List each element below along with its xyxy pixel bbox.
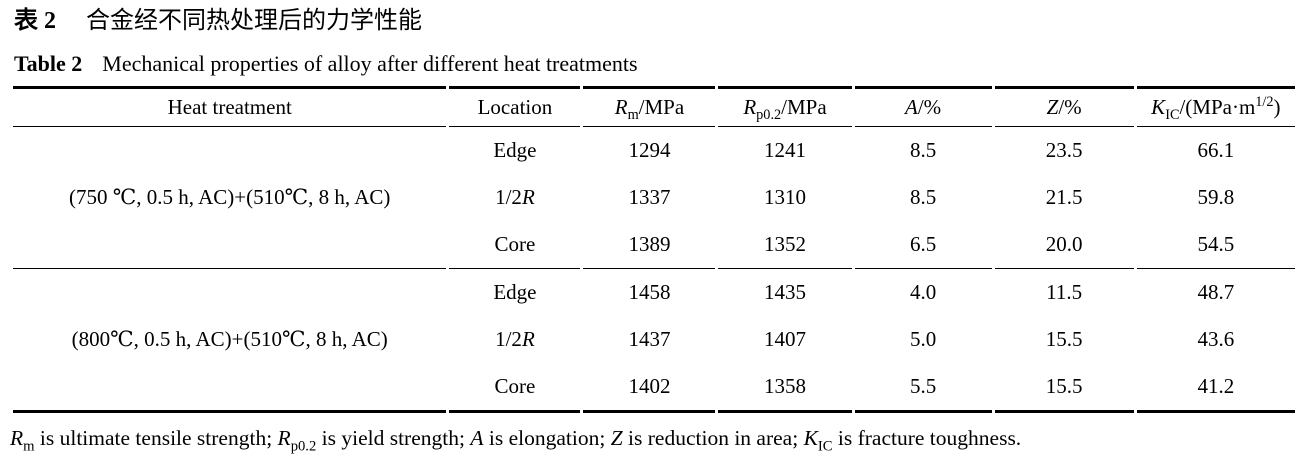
cell-reduction: 15.5 bbox=[994, 363, 1134, 414]
cell-kic: 54.5 bbox=[1136, 221, 1295, 270]
cell-rp02: 1310 bbox=[764, 185, 806, 210]
cell-reduction: 20.0 bbox=[994, 221, 1134, 270]
cell-rp02: 1358 bbox=[718, 363, 852, 414]
table-row: (750 ℃, 0.5 h, AC)+(510℃, 8 h, AC) Edge … bbox=[13, 127, 1295, 270]
cell-rp02: 1435 bbox=[764, 280, 806, 305]
heat-treatment-group-1-cell: (750 ℃, 0.5 h, AC)+(510℃, 8 h, AC) bbox=[13, 127, 447, 270]
location-cell: 1/2R bbox=[495, 185, 535, 210]
mechanical-properties-table: Heat treatment Location Rm/MPa Rp0.2/MPa… bbox=[10, 86, 1298, 414]
col-header-rp02: Rp0.2/MPa bbox=[718, 86, 852, 128]
table-number-zh: 表 2 bbox=[14, 8, 56, 34]
cell-kic: 41.2 bbox=[1136, 363, 1295, 414]
cell-kic: 43.6 bbox=[1197, 327, 1235, 352]
col-header-reduction: Z/% bbox=[994, 86, 1134, 128]
location-cell: Core bbox=[449, 221, 581, 270]
col-header-location: Location bbox=[449, 86, 581, 128]
table-row: Core 1402 1358 5.5 15.5 41.2 bbox=[13, 363, 1295, 414]
cell-elongation: 8.5 bbox=[909, 138, 937, 163]
table-caption-text-en: Mechanical properties of alloy after dif… bbox=[102, 50, 638, 76]
cell-reduction: 11.5 bbox=[1046, 280, 1083, 305]
cell-kic: 59.8 bbox=[1197, 185, 1235, 210]
cell-elongation: 5.5 bbox=[854, 363, 992, 414]
table-row: 1/2R 1437 1407 5.0 15.5 43.6 bbox=[13, 316, 1295, 363]
cell-reduction: 15.5 bbox=[1045, 327, 1083, 352]
cell-reduction: 21.5 bbox=[1045, 185, 1083, 210]
cell-rp02: 1241 bbox=[764, 138, 806, 163]
cell-rm: 1389 bbox=[583, 221, 716, 270]
cell-rp02: 1407 bbox=[764, 327, 806, 352]
cell-rp02: 1352 bbox=[718, 221, 852, 270]
cell-reduction: 23.5 bbox=[1045, 138, 1083, 163]
cell-rm: 1337 bbox=[628, 185, 671, 210]
heat-treatment-group-2-cell: (800℃, 0.5 h, AC)+(510℃, 8 h, AC) bbox=[13, 269, 447, 414]
cell-kic: 66.1 bbox=[1197, 138, 1235, 163]
cell-elongation: 5.0 bbox=[909, 327, 937, 352]
table-row: 1/2R 1337 1310 8.5 21.5 59.8 bbox=[13, 174, 1295, 221]
table-caption-text-zh: 合金经不同热处理后的力学性能 bbox=[86, 8, 422, 34]
col-header-elongation: A/% bbox=[854, 86, 992, 128]
col-header-heat-treatment: Heat treatment bbox=[13, 86, 447, 128]
cell-rm: 1437 bbox=[628, 327, 671, 352]
table-caption-en: Table 2 Mechanical properties of alloy af… bbox=[14, 51, 1297, 77]
table-row: (800℃, 0.5 h, AC)+(510℃, 8 h, AC) Edge 1… bbox=[13, 269, 1295, 414]
table-footnote: Rm is ultimate tensile strength; Rp0.2 i… bbox=[10, 426, 1022, 455]
location-cell: Core bbox=[449, 363, 581, 414]
location-cell: Edge bbox=[493, 138, 537, 163]
cell-kic: 48.7 bbox=[1197, 280, 1235, 305]
cell-rm: 1402 bbox=[583, 363, 716, 414]
header-row: Heat treatment Location Rm/MPa Rp0.2/MPa… bbox=[13, 86, 1295, 128]
cell-elongation: 6.5 bbox=[854, 221, 992, 270]
table-number-en: Table 2 bbox=[14, 50, 83, 76]
col-header-rm: Rm/MPa bbox=[583, 86, 716, 128]
col-header-kic: KIC/(MPa·m1/2) bbox=[1136, 86, 1295, 128]
table-caption-zh: 表 2 合金经不同热处理后的力学性能 bbox=[14, 7, 1297, 36]
cell-rm: 1458 bbox=[628, 280, 671, 305]
location-cell: 1/2R bbox=[495, 327, 535, 352]
cell-elongation: 4.0 bbox=[909, 280, 937, 305]
table-row: Core 1389 1352 6.5 20.0 54.5 bbox=[13, 221, 1295, 270]
cell-elongation: 8.5 bbox=[909, 185, 937, 210]
location-cell: Edge bbox=[493, 280, 537, 305]
cell-rm: 1294 bbox=[628, 138, 671, 163]
